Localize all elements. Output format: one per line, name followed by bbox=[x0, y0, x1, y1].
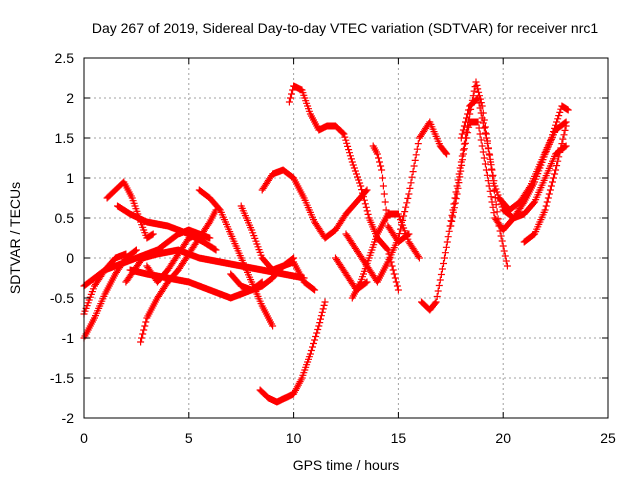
data-series-arc bbox=[137, 206, 220, 346]
data-point-markers bbox=[457, 94, 570, 222]
data-point-markers bbox=[137, 206, 220, 346]
y-tick-label: 1.5 bbox=[55, 130, 75, 146]
data-point-markers bbox=[195, 186, 277, 330]
x-tick-label: 5 bbox=[185, 430, 193, 446]
x-tick-labels: 0 5 10 15 20 25 bbox=[80, 430, 616, 446]
data-point-markers bbox=[103, 178, 157, 242]
data-series-arc bbox=[256, 298, 329, 406]
axis-ticks bbox=[83, 57, 609, 419]
data-series-arc bbox=[285, 82, 402, 294]
data-series-arc bbox=[195, 186, 277, 330]
plot-frame bbox=[83, 57, 609, 419]
y-tick-label: -1.5 bbox=[50, 370, 74, 386]
data-point-markers bbox=[495, 102, 572, 214]
y-tick-label: -0.5 bbox=[50, 290, 74, 306]
y-tick-label: 0 bbox=[66, 250, 74, 266]
data-point-markers bbox=[285, 82, 402, 294]
data-series-arc bbox=[143, 230, 203, 286]
data-point-markers bbox=[369, 142, 413, 246]
x-axis-label: GPS time / hours bbox=[293, 457, 400, 473]
data-series-arc bbox=[369, 142, 413, 246]
y-tick-label: 2.5 bbox=[55, 50, 75, 66]
x-tick-label: 0 bbox=[80, 430, 88, 446]
data-point-markers bbox=[342, 118, 451, 286]
data-series-arc bbox=[520, 122, 570, 246]
data-point-markers bbox=[520, 122, 570, 246]
y-tick-label: -2 bbox=[62, 410, 75, 426]
data-points bbox=[80, 78, 572, 406]
data-series-arc bbox=[227, 254, 298, 294]
data-series-arc bbox=[342, 118, 451, 286]
data-point-markers bbox=[256, 298, 329, 406]
data-series-arc bbox=[348, 210, 423, 302]
x-tick-label: 15 bbox=[391, 430, 407, 446]
data-series-arc bbox=[457, 94, 570, 222]
y-tick-label: 2 bbox=[66, 90, 74, 106]
chart-title: Day 267 of 2019, Sidereal Day-to-day VTE… bbox=[92, 20, 598, 36]
data-point-markers bbox=[258, 166, 371, 242]
x-tick-label: 20 bbox=[495, 430, 511, 446]
x-tick-label: 10 bbox=[286, 430, 302, 446]
data-series-arc bbox=[258, 166, 371, 242]
data-point-markers bbox=[143, 230, 203, 286]
y-tick-labels: 2.5 2 1.5 1 0.5 0 -0.5 -1 -1.5 -2 bbox=[50, 50, 74, 426]
data-series-arc bbox=[103, 178, 157, 242]
y-tick-label: 1 bbox=[66, 170, 74, 186]
y-tick-label: 0.5 bbox=[55, 210, 75, 226]
y-axis-label: SDTVAR / TECUs bbox=[7, 182, 23, 294]
data-point-markers bbox=[227, 254, 298, 294]
x-tick-label: 25 bbox=[600, 430, 616, 446]
data-series-arc bbox=[495, 102, 572, 214]
data-point-markers bbox=[348, 210, 423, 302]
y-tick-label: -1 bbox=[62, 330, 75, 346]
